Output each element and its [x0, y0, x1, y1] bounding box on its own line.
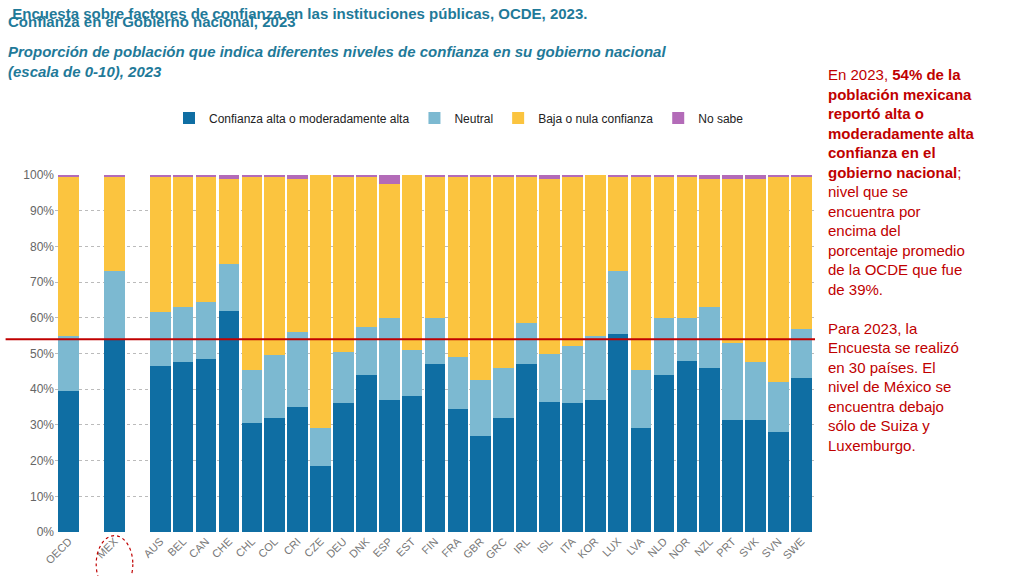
svg-text:40%: 40% [30, 382, 54, 396]
svg-text:Confianza alta o moderadamente: Confianza alta o moderadamente alta [209, 112, 409, 126]
svg-text:IRL: IRL [511, 535, 532, 556]
svg-text:DNK: DNK [347, 535, 372, 560]
svg-text:Baja o nula confianza: Baja o nula confianza [538, 112, 653, 126]
svg-text:NOR: NOR [666, 535, 692, 561]
svg-text:DEU: DEU [324, 535, 349, 560]
svg-text:NZL: NZL [692, 535, 715, 558]
svg-text:0%: 0% [37, 525, 55, 539]
svg-text:NLD: NLD [645, 535, 669, 559]
svg-text:Proporción de población que in: Proporción de población que indica difer… [8, 43, 666, 80]
svg-text:CHL: CHL [233, 535, 257, 559]
svg-text:SWE: SWE [780, 535, 806, 561]
svg-text:ISL: ISL [535, 535, 555, 555]
svg-text:SVN: SVN [759, 535, 784, 560]
svg-text:CAN: CAN [186, 535, 211, 560]
svg-text:En 2023, 54% de lapoblación me: En 2023, 54% de lapoblación mexicanarepo… [828, 66, 975, 454]
svg-text:OECD: OECD [43, 535, 74, 566]
svg-text:CRI: CRI [281, 535, 303, 557]
svg-text:Encuesta sobre factores de con: Encuesta sobre factores de confianza en … [12, 5, 587, 22]
svg-text:ESP: ESP [370, 535, 394, 559]
svg-text:60%: 60% [30, 311, 54, 325]
svg-text:BEL: BEL [165, 535, 188, 558]
svg-text:SVK: SVK [737, 535, 762, 560]
svg-text:FRA: FRA [439, 535, 464, 560]
svg-text:CZE: CZE [302, 535, 326, 559]
svg-text:70%: 70% [30, 275, 54, 289]
svg-text:PRT: PRT [714, 535, 738, 559]
svg-text:EST: EST [394, 535, 418, 559]
svg-text:10%: 10% [30, 490, 54, 504]
svg-text:90%: 90% [30, 204, 54, 218]
svg-text:COL: COL [256, 535, 280, 559]
svg-text:GRC: GRC [483, 535, 509, 561]
svg-text:100%: 100% [23, 168, 54, 182]
svg-text:20%: 20% [30, 454, 54, 468]
svg-text:MEX: MEX [94, 535, 120, 561]
svg-text:LVA: LVA [624, 535, 647, 558]
svg-text:Neutral: Neutral [454, 112, 493, 126]
svg-text:LUX: LUX [600, 535, 624, 559]
svg-text:Confianza en el Gobierno nacio: Confianza en el Gobierno nacional, 2023 [8, 13, 296, 30]
svg-text:ITA: ITA [558, 535, 578, 555]
svg-text:CHE: CHE [209, 535, 234, 560]
svg-text:KOR: KOR [575, 535, 600, 560]
svg-text:30%: 30% [30, 418, 54, 432]
svg-text:50%: 50% [30, 347, 54, 361]
svg-text:AUS: AUS [141, 535, 165, 559]
svg-text:GBR: GBR [461, 535, 486, 560]
svg-text:80%: 80% [30, 240, 54, 254]
svg-text:No sabe: No sabe [698, 112, 743, 126]
svg-text:FIN: FIN [419, 535, 440, 556]
